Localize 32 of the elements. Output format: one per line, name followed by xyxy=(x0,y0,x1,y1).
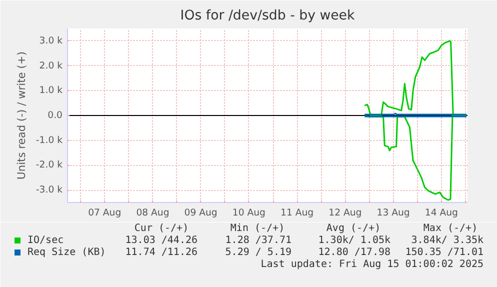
text: 5.29 / 5.19 xyxy=(225,247,292,258)
text: 150.35 /71.01 xyxy=(405,247,484,258)
text: Max (-/+) xyxy=(423,223,478,234)
text: 12.80 /17.98 xyxy=(318,247,391,258)
y-tick-label: -1.0 k xyxy=(36,134,64,146)
text: Min (-/+) xyxy=(230,223,285,234)
x-tick-label: 11 Aug xyxy=(280,208,314,218)
text: 3.84k/ 3.35k xyxy=(411,235,484,246)
text: 11.74 /11.26 xyxy=(125,247,198,258)
x-tick-label: 13 Aug xyxy=(376,208,410,218)
y-axis-title: Units read (-) / write (+) xyxy=(14,52,28,180)
x-tick-label: 08 Aug xyxy=(136,208,170,218)
chart-title: IOs for /dev/sdb - by week xyxy=(180,8,356,24)
text: 1.30k/ 1.05k xyxy=(318,235,391,246)
x-tick-label: 10 Aug xyxy=(232,208,266,218)
text: Cur (-/+) xyxy=(134,223,189,234)
legend-label: IO/sec xyxy=(28,235,64,246)
x-tick-label: 12 Aug xyxy=(328,208,362,218)
y-tick-label: -2.0 k xyxy=(36,160,64,171)
x-tick-label: 09 Aug xyxy=(184,208,218,218)
text: 13.03 /44.26 xyxy=(125,235,198,246)
y-tick-label: 3.0 k xyxy=(39,35,64,46)
x-tick-label: 07 Aug xyxy=(88,208,122,218)
text: Last update: Fri Aug 15 01:00:02 2025 xyxy=(260,259,484,270)
x-tick-label: 14 Aug xyxy=(424,208,458,218)
y-tick-label: -3.0 k xyxy=(36,184,64,196)
y-tick-label: 0.0 xyxy=(48,110,63,121)
y-tick-label: 1.0 k xyxy=(39,85,64,96)
text: 1.28 /37.71 xyxy=(225,235,292,246)
y-tick-label: 2.0 k xyxy=(39,60,64,72)
text: Avg (-/+) xyxy=(326,223,381,234)
legend-label: Req Size (KB) xyxy=(28,247,106,258)
